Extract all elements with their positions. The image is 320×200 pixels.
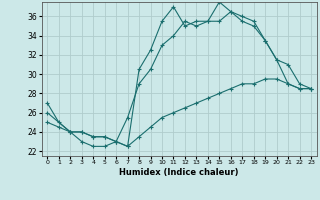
- X-axis label: Humidex (Indice chaleur): Humidex (Indice chaleur): [119, 168, 239, 177]
